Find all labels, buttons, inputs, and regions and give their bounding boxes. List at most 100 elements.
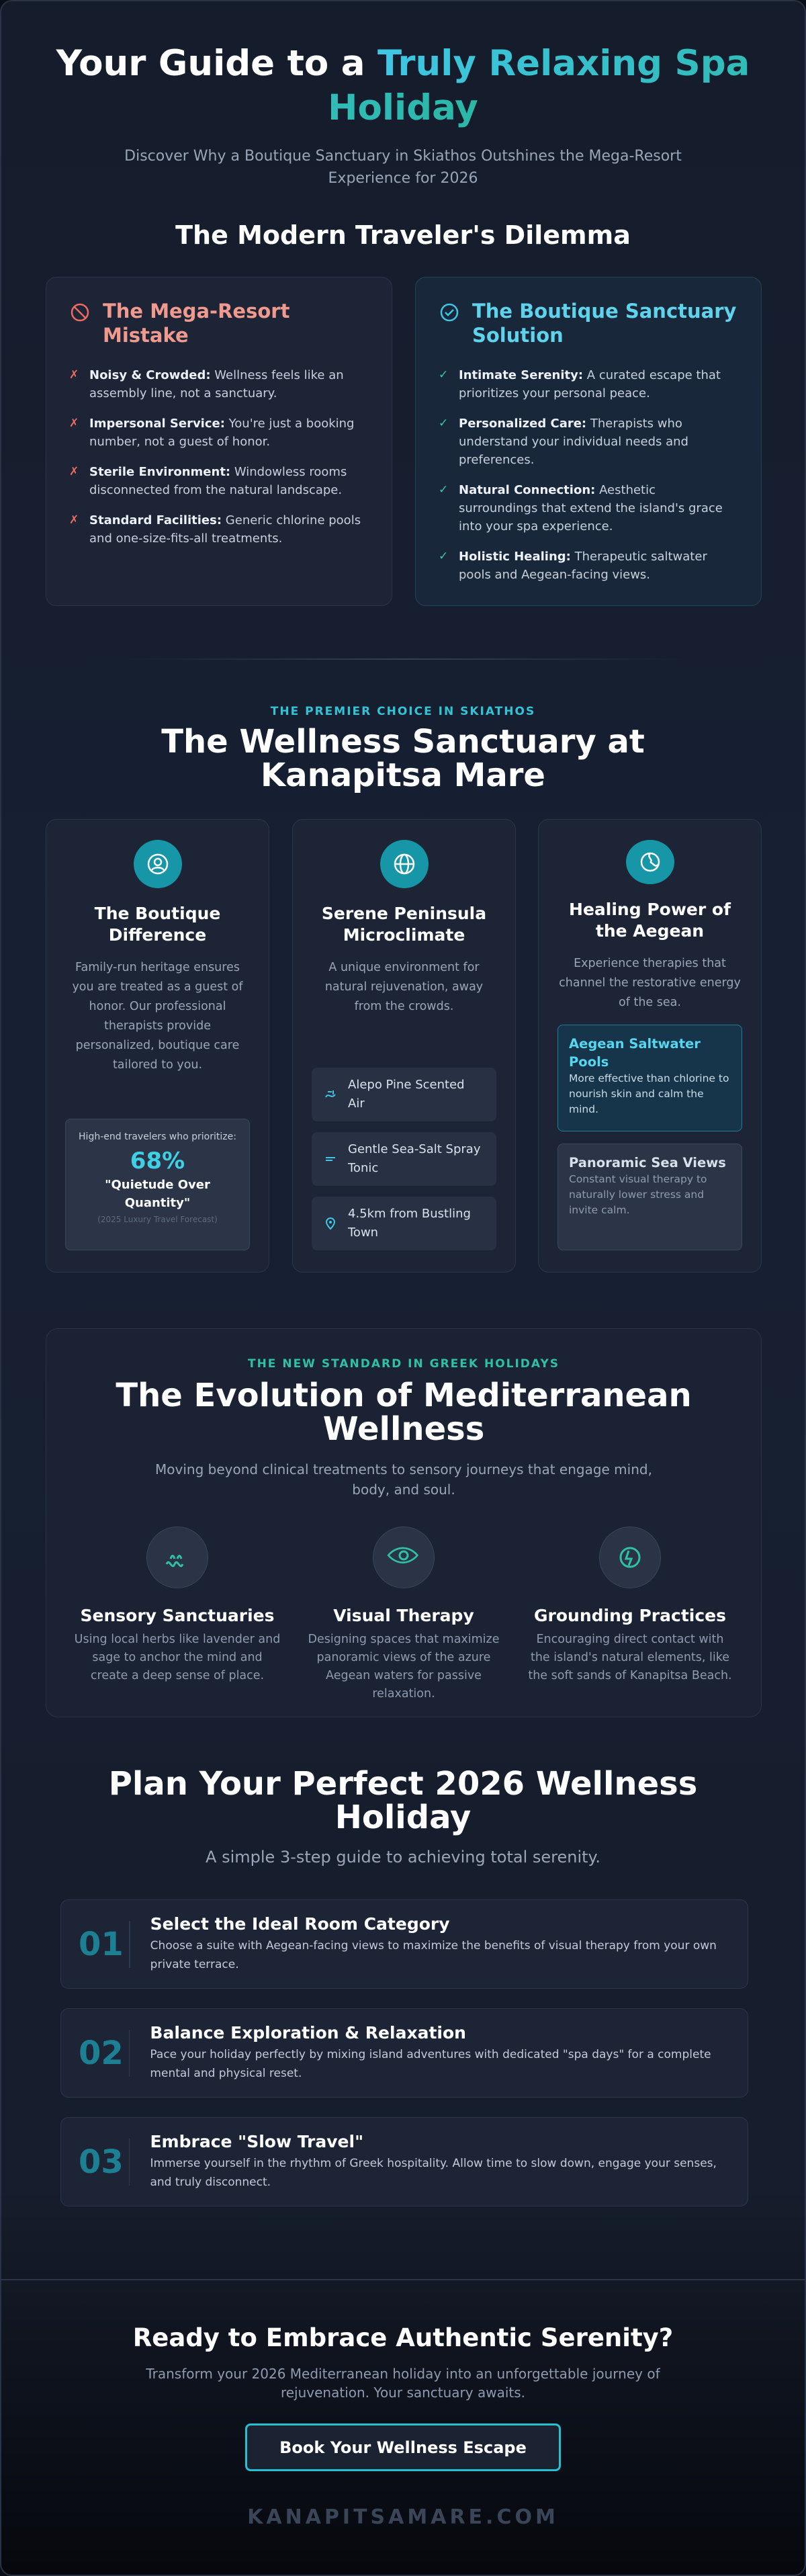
- highlight-box: Aegean Saltwater Pools More effective tha…: [557, 1025, 742, 1131]
- pillar-text: Designing spaces that maximize panoramic…: [308, 1633, 500, 1701]
- section-title: The Wellness Sanctuary at Kanapitsa Mare: [161, 723, 645, 794]
- item-text: Standard Facilities: Generic chlorine po…: [89, 511, 369, 548]
- icon: [71, 303, 89, 322]
- item-text: Noisy & Crowded: Wellness feels like an …: [89, 366, 369, 402]
- icon: [394, 853, 414, 875]
- item-body: Windowless rooms disconnected from the n…: [89, 465, 347, 497]
- stat-value: 68%: [130, 1148, 185, 1174]
- item-text: Sterile Environment: Windowless rooms di…: [89, 463, 369, 499]
- icon: [147, 853, 168, 875]
- card-title: The Boutique Sanctuary Solution: [439, 299, 738, 347]
- step-body: Select the Ideal Room Category Choose a s…: [150, 1914, 730, 1974]
- step-divider: [128, 1920, 130, 1968]
- pillar-text: Using local herbs like lavender and sage…: [74, 1633, 281, 1682]
- decoration: [71, 303, 89, 322]
- marker: ✓: [439, 368, 449, 382]
- pillar: Grounding Practices Encouraging direct co…: [526, 1527, 734, 1703]
- list-item: ✓ Holistic Healing: Therapeutic saltwater…: [439, 548, 738, 584]
- step-number: 03: [79, 2143, 124, 2181]
- card-title: Healing Power of the Aegean: [569, 900, 731, 941]
- problem-list: ✗ Noisy & Crowded: Wellness feels like an…: [69, 366, 369, 548]
- decoration: [325, 1090, 336, 1098]
- step: 03 Embrace "Slow Travel" Immerse yourself …: [60, 2117, 748, 2206]
- item-label: Impersonal Service:: [89, 417, 225, 431]
- decoration: [445, 309, 454, 316]
- pillar-icon: [599, 1527, 661, 1588]
- icon: [379, 840, 429, 888]
- eyebrow: THE PREMIER CHOICE IN SKIATHOS: [270, 705, 536, 718]
- decoration: [647, 853, 659, 867]
- cta-title: Ready to Embrace Authentic Serenity?: [132, 2323, 674, 2352]
- title-highlight: Truly Relaxing Spa Holiday: [328, 43, 750, 128]
- step-divider: [128, 2138, 130, 2186]
- feature-text: Gentle Sea-Salt Spray Tonic: [348, 1142, 481, 1175]
- pillar: Sensory Sanctuaries Using local herbs lik…: [73, 1527, 281, 1703]
- item-text: Personalized Care: Therapists who unders…: [459, 415, 738, 469]
- feature-text: Alepo Pine Scented Air: [348, 1078, 465, 1111]
- header: Your Guide to a Truly Relaxing Spa Holid…: [1, 42, 805, 189]
- card-text: A unique environment for natural rejuven…: [324, 961, 484, 1013]
- highlight-text: Constant visual therapy to naturally low…: [569, 1173, 707, 1216]
- item-label: Natural Connection:: [459, 483, 596, 497]
- book-button[interactable]: Book Your Wellness Escape: [245, 2423, 561, 2471]
- icon: [326, 1157, 335, 1161]
- pillar-icon: [146, 1527, 208, 1588]
- highlight-title: Panoramic Sea Views: [569, 1155, 726, 1170]
- item-body: Therapists who understand your individua…: [459, 417, 688, 467]
- card-title: The Mega-Resort Mistake: [69, 299, 369, 347]
- pillar-list: Sensory Sanctuaries Using local herbs lik…: [73, 1527, 734, 1703]
- feature-text: 4.5km from Bustling Town: [348, 1207, 471, 1240]
- step-text: Choose a suite with Aegean-facing views …: [150, 1939, 717, 1971]
- eyebrow: THE NEW STANDARD IN GREEK HOLIDAYS: [247, 1357, 560, 1371]
- item-body: Therapeutic saltwater pools and Aegean-f…: [459, 550, 707, 582]
- item-label: Personalized Care:: [459, 417, 587, 431]
- list-item: ✗ Sterile Environment: Windowless rooms d…: [69, 463, 369, 499]
- decoration: [326, 1157, 335, 1161]
- stat-quote: "Quietude Over Quantity": [105, 1178, 210, 1210]
- feature-card: Serene Peninsula Microclimate A unique e…: [292, 819, 516, 1273]
- item-body: A curated escape that prioritizes your p…: [459, 368, 721, 400]
- step-number: 02: [79, 2034, 124, 2072]
- decoration: [325, 1217, 336, 1230]
- sanctuary-header: THE PREMIER CHOICE IN SKIATHOS The Welln…: [1, 705, 805, 792]
- plan-header: Plan Your Perfect 2026 Wellness Holiday …: [1, 1767, 805, 1869]
- step: 02 Balance Exploration & Relaxation Pace y…: [60, 2008, 748, 2098]
- item-body: Generic chlorine pools and one-size-fits…: [89, 513, 361, 546]
- pillar: Visual Therapy Designing spaces that maxi…: [300, 1527, 508, 1703]
- pillar-title: Grounding Practices: [534, 1606, 726, 1625]
- step-divider: [128, 2029, 130, 2077]
- list-item: ✓ Natural Connection: Aesthetic surroundi…: [439, 481, 738, 535]
- icon: [325, 1217, 336, 1230]
- decoration: [153, 857, 162, 867]
- decoration: [387, 1547, 419, 1563]
- feature-chip: 4.5km from Bustling Town: [312, 1197, 496, 1250]
- highlight-text: More effective than chlorine to nourish …: [569, 1072, 729, 1115]
- item-label: Noisy & Crowded:: [89, 368, 211, 382]
- item-body: You're just a booking number, not a gues…: [89, 417, 355, 449]
- list-item: ✓ Intimate Serenity: A curated escape tha…: [439, 366, 738, 402]
- marker: ✓: [439, 550, 449, 563]
- decoration: [329, 1221, 332, 1223]
- decoration: The Boutique Sanctuary Solution: [472, 300, 737, 347]
- icon: [325, 1090, 336, 1098]
- card-title: The Boutique Difference: [94, 904, 221, 945]
- cta-section: Ready to Embrace Authentic Serenity? Tra…: [1, 2279, 805, 2575]
- section-title: The Modern Traveler's Dilemma: [175, 220, 631, 250]
- marker: ✗: [69, 465, 79, 478]
- title-lead: Your Guide to a: [56, 43, 365, 84]
- decoration: [619, 1547, 641, 1568]
- step-title: Balance Exploration & Relaxation: [150, 2023, 466, 2043]
- decoration: [73, 306, 87, 319]
- icon: [165, 1555, 184, 1568]
- divider: [122, 658, 686, 660]
- step: 01 Select the Ideal Room Category Choose a…: [60, 1899, 748, 1989]
- item-text: Intimate Serenity: A curated escape that…: [459, 366, 738, 402]
- icon: [625, 840, 674, 884]
- icon: [619, 1547, 641, 1568]
- item-label: Holistic Healing:: [459, 550, 571, 564]
- feature-chip: Gentle Sea-Salt Spray Tonic: [312, 1132, 496, 1186]
- list-item: ✓ Personalized Care: Therapists who under…: [439, 415, 738, 469]
- decoration: [440, 303, 459, 322]
- item-text: Holistic Healing: Therapeutic saltwater …: [459, 548, 738, 584]
